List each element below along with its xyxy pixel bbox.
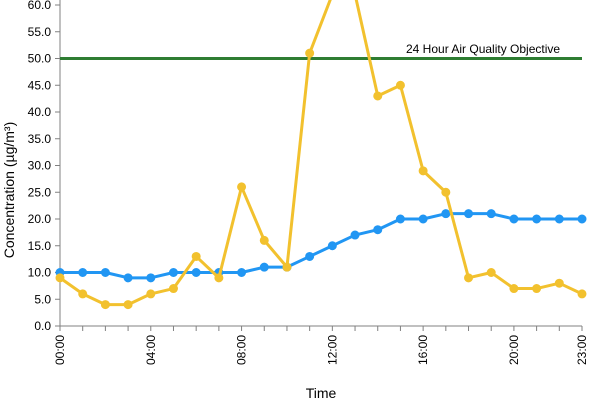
data-point xyxy=(259,235,269,245)
x-axis-title: Time xyxy=(306,385,337,400)
data-point xyxy=(100,268,110,277)
y-tick-label: 20.0 xyxy=(28,212,52,226)
data-point xyxy=(395,214,405,224)
y-tick-label: 25.0 xyxy=(28,185,52,199)
data-point xyxy=(168,268,178,277)
data-point xyxy=(214,273,224,283)
series-1 xyxy=(55,209,587,283)
data-point xyxy=(395,80,405,90)
x-tick-label: 00:00 xyxy=(53,335,67,365)
y-axis-title: Concentration (µg/m³) xyxy=(1,122,17,258)
x-tick-label: 08:00 xyxy=(235,335,249,365)
data-point xyxy=(350,230,360,240)
y-tick-label: 55.0 xyxy=(28,25,52,39)
data-point xyxy=(464,209,474,219)
y-tick-label: 60.0 xyxy=(28,0,52,12)
data-point xyxy=(486,209,496,219)
data-point xyxy=(554,214,564,224)
data-point xyxy=(305,48,315,58)
data-point xyxy=(259,262,269,272)
y-tick-label: 5.0 xyxy=(34,292,51,306)
data-point xyxy=(577,214,587,224)
data-point xyxy=(532,214,542,224)
data-point xyxy=(509,214,519,224)
y-tick-label: 35.0 xyxy=(28,132,52,146)
data-point xyxy=(509,284,519,294)
data-point xyxy=(191,251,201,261)
y-tick-label: 15.0 xyxy=(28,239,52,253)
data-point xyxy=(373,225,383,235)
data-point xyxy=(418,214,428,224)
data-point xyxy=(146,273,156,283)
data-point xyxy=(282,262,292,272)
data-point xyxy=(577,289,587,299)
data-point xyxy=(123,273,133,283)
data-point xyxy=(373,91,383,101)
series-group xyxy=(55,0,587,310)
x-tick-label: 04:00 xyxy=(144,335,158,365)
data-point xyxy=(78,268,88,277)
data-point xyxy=(55,273,65,283)
y-tick-label: 40.0 xyxy=(28,105,52,119)
data-point xyxy=(123,300,133,310)
reference-line-label: 24 Hour Air Quality Objective xyxy=(406,42,560,56)
y-axis: 0.0 5.0 10.0 15.0 20.0 25.0 30.0 35.0 40.0 45.0 50… xyxy=(28,0,61,333)
data-point xyxy=(78,289,88,299)
y-tick-label: 30.0 xyxy=(28,159,52,173)
data-point xyxy=(146,289,156,299)
x-tick-label: 23:00 xyxy=(575,335,589,365)
data-point xyxy=(441,209,451,219)
data-point xyxy=(237,182,247,192)
data-point xyxy=(418,166,428,176)
data-point xyxy=(464,273,474,283)
series-2 xyxy=(55,0,587,310)
data-point xyxy=(532,284,542,294)
y-tick-label: 45.0 xyxy=(28,78,52,92)
data-point xyxy=(327,241,337,251)
data-point xyxy=(441,187,451,197)
x-tick-label: 12:00 xyxy=(325,335,339,365)
x-axis: 00:00 04:00 08:00 12:00 16:00 20:00 23:00 xyxy=(53,325,589,365)
data-point xyxy=(486,268,496,277)
series-line xyxy=(60,212,582,280)
data-point xyxy=(305,251,315,261)
data-point xyxy=(191,268,201,277)
x-tick-label: 16:00 xyxy=(416,335,430,365)
y-tick-label: 0.0 xyxy=(34,319,51,333)
data-point xyxy=(554,278,564,288)
y-tick-label: 10.0 xyxy=(28,266,52,280)
x-tick-label: 20:00 xyxy=(507,335,521,365)
y-tick-label: 50.0 xyxy=(28,52,52,66)
data-point xyxy=(168,284,178,294)
data-point xyxy=(237,268,247,277)
data-point xyxy=(100,300,110,310)
